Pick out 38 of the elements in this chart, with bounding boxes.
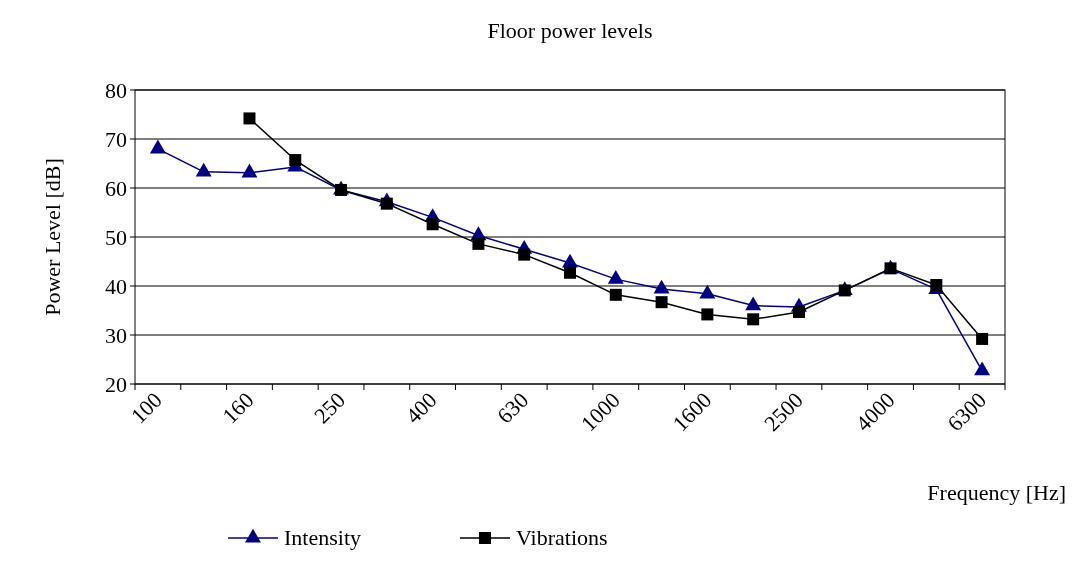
y-tick-label: 20 (105, 371, 127, 397)
x-tick-label: 160 (217, 387, 259, 429)
point (701, 308, 714, 321)
x-tick-label: 4000 (850, 387, 900, 437)
point (564, 266, 576, 279)
point (609, 288, 622, 301)
point (426, 218, 439, 231)
point (149, 139, 166, 154)
x-tick-label: 100 (125, 387, 167, 429)
point (792, 305, 805, 318)
point (472, 237, 485, 250)
x-axis-title: Frequency [Hz] (927, 480, 1066, 505)
point (653, 279, 670, 294)
x-tick-label: 250 (309, 387, 351, 429)
y-tick-label: 70 (105, 126, 127, 152)
y-axis-title: Power Level [dB] (40, 158, 65, 316)
point (241, 163, 258, 178)
point (699, 284, 716, 299)
chart-title: Floor power levels (487, 18, 653, 43)
y-tick-label: 50 (105, 224, 127, 250)
point (655, 296, 668, 309)
x-tick-label: 400 (400, 387, 442, 429)
y-tick-label: 60 (105, 175, 127, 201)
point (974, 361, 991, 376)
point (976, 332, 989, 345)
legend-label: Intensity (284, 525, 361, 550)
legend-label: Vibrations (516, 525, 608, 550)
point (747, 313, 760, 326)
y-tick-label: 30 (105, 322, 127, 348)
x-tick-label: 6300 (942, 387, 992, 437)
y-tick-label: 80 (105, 77, 127, 103)
point (518, 248, 531, 261)
point (745, 296, 762, 311)
point (607, 269, 624, 284)
point (195, 162, 212, 177)
x-tick-label: 630 (492, 387, 534, 429)
point (380, 197, 393, 210)
y-tick-label: 40 (105, 273, 127, 299)
